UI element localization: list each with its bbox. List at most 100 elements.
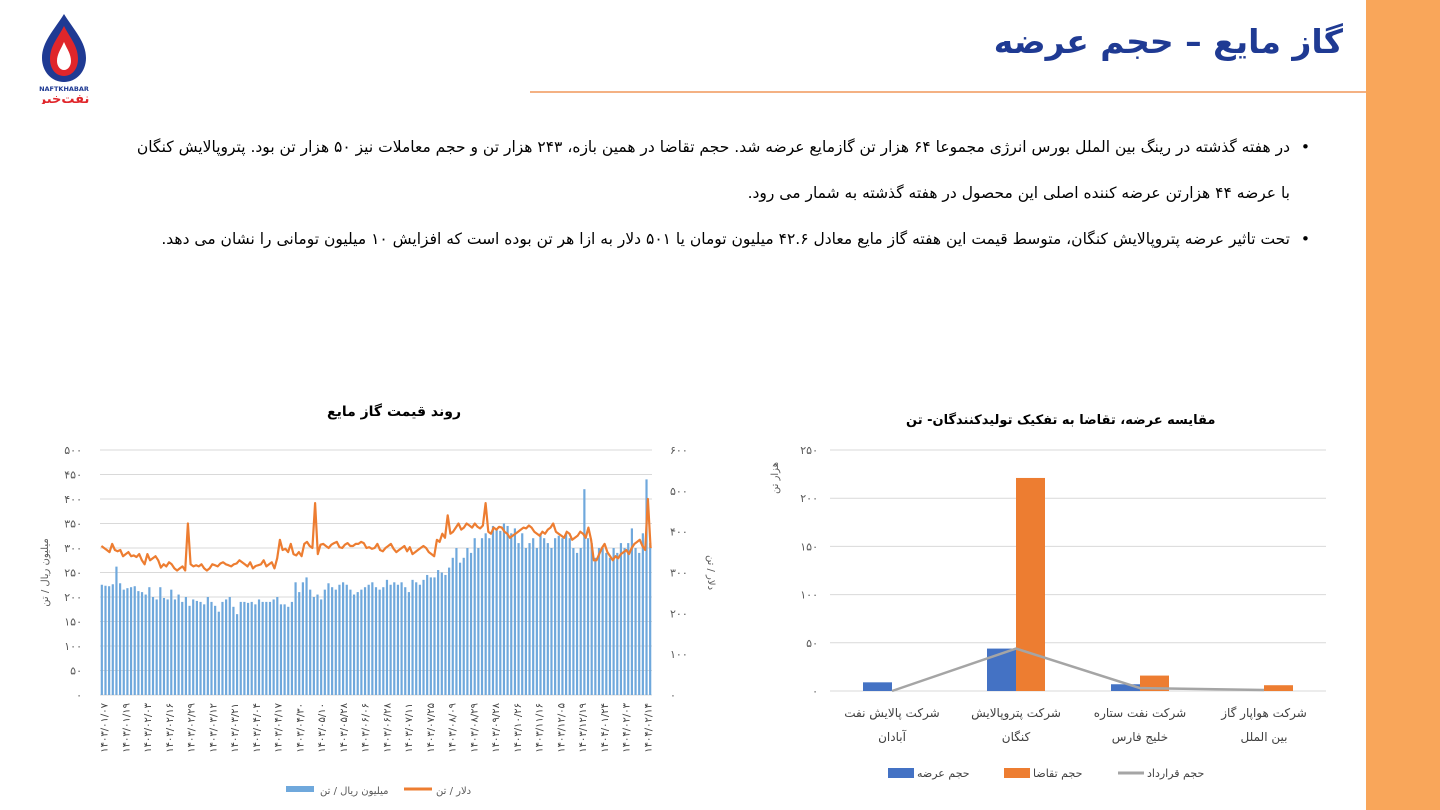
x-tick-label: ۱۴۰۴/۰۲/۰۳ <box>622 702 633 752</box>
price-bar <box>371 582 374 695</box>
page-title: گاز مایع – حجم عرضه <box>993 22 1343 61</box>
price-bar <box>462 557 465 695</box>
x-tick-label: ۱۴۰۳/۰۶/۲۸ <box>382 702 393 752</box>
x-tick-label: ۱۴۰۴/۰۲/۱۴ <box>644 703 655 753</box>
x-tick-label: ۱۴۰۳/۰۴/۰۴ <box>252 703 263 753</box>
y-tick-label: ۳۵۰ <box>64 518 82 531</box>
demand-bar <box>1264 685 1293 691</box>
price-bar <box>276 597 279 695</box>
price-bar <box>360 589 363 695</box>
x-tick-label: ۱۴۰۳/۰۴/۳۰ <box>295 703 306 753</box>
price-bar <box>510 533 513 695</box>
x-tick-label: ۱۴۰۳/۰۷/۱۱ <box>404 703 415 753</box>
price-chart-title: روند قیمت گاز مایع <box>327 404 462 420</box>
x-tick-label: ۱۴۰۳/۰۹/۲۸ <box>491 702 502 752</box>
price-bar <box>265 601 268 695</box>
legend-label-line: دلار / تن <box>436 786 471 797</box>
price-bar <box>309 589 312 695</box>
y-tick-label: ۱۵۰ <box>800 540 818 553</box>
price-bar <box>367 584 370 695</box>
price-bar <box>564 533 568 695</box>
price-bar <box>473 538 476 695</box>
price-bar <box>440 572 443 695</box>
price-bar <box>488 538 491 695</box>
price-bar <box>287 606 290 695</box>
price-bar <box>214 605 217 695</box>
x-tick-label: ۱۴۰۳/۰۶/۰۶ <box>361 703 372 753</box>
x-tick-label: ۱۴۰۳/۰۸/۲۹ <box>469 703 480 753</box>
price-bar <box>491 525 495 695</box>
price-bar <box>225 599 228 695</box>
price-bar <box>634 548 637 695</box>
x-tick-label: ۱۴۰۳/۰۵/۲۸ <box>339 702 350 752</box>
price-bar <box>342 582 345 695</box>
price-bar <box>148 587 151 695</box>
logo-latin-text: NAFTKHABAR <box>39 85 89 93</box>
supply-bar <box>1111 684 1140 691</box>
price-bar <box>521 533 524 695</box>
price-bar <box>502 523 506 695</box>
price-bar <box>546 543 549 695</box>
price-bar <box>166 599 169 695</box>
price-bar <box>378 589 381 695</box>
price-bar <box>217 611 220 695</box>
x-tick-label: ۱۴۰۳/۰۷/۲۵ <box>426 703 437 753</box>
x-tick-label: ۱۴۰۳/۰۱/۱۹ <box>121 703 132 753</box>
price-bar <box>575 552 579 695</box>
price-bar <box>352 594 356 695</box>
price-bar <box>583 489 586 695</box>
price-bar <box>246 602 250 695</box>
x-tick-label: ۱۴۰۳/۱۱/۱۶ <box>535 703 546 753</box>
category-label: کنگان <box>1002 730 1031 744</box>
price-bar <box>597 548 601 695</box>
price-bar <box>203 604 206 695</box>
price-bar <box>279 604 283 695</box>
price-bar <box>104 585 107 695</box>
category-label: شرکت پتروپالایش <box>971 706 1061 721</box>
price-bar <box>550 548 553 695</box>
x-tick-label: ۱۴۰۳/۰۴/۱۷ <box>274 702 285 752</box>
price-bar <box>331 587 334 695</box>
price-bar <box>268 601 272 695</box>
price-bar <box>305 577 308 695</box>
y2-tick-label: ۱۰۰ <box>670 648 688 661</box>
y-tick-label: ۴۰۰ <box>64 493 82 506</box>
price-bar <box>557 535 560 695</box>
price-bar <box>484 533 487 695</box>
price-bar <box>448 567 451 695</box>
price-bar <box>100 584 103 695</box>
y-tick-label: ۵۰ <box>70 665 82 678</box>
price-bar <box>455 548 458 695</box>
price-bar <box>638 552 641 695</box>
y-tick-label: ۰ <box>812 685 818 698</box>
price-bar <box>126 588 129 695</box>
price-bar <box>444 574 447 695</box>
price-bar <box>221 601 224 695</box>
y-tick-label: ۳۰۰ <box>64 542 82 555</box>
price-bar <box>170 589 173 695</box>
price-bar <box>411 579 414 695</box>
price-bar <box>433 577 436 695</box>
y-tick-label: ۵۰ <box>806 637 818 650</box>
supply-bar <box>987 648 1016 691</box>
y-tick-label: ۱۰۰ <box>800 589 818 602</box>
x-tick-label: ۱۴۰۳/۱۲/۱۹ <box>578 703 589 753</box>
price-bar <box>122 589 125 695</box>
price-bar <box>506 525 509 695</box>
price-bar <box>298 592 301 695</box>
price-bar <box>144 594 147 695</box>
price-bar <box>393 582 396 695</box>
supply-bar <box>863 682 892 691</box>
price-bar <box>623 548 626 695</box>
price-bar <box>173 599 177 695</box>
price-bar <box>590 543 593 695</box>
y2-axis-label: دلار / تن <box>705 555 716 590</box>
y-axis-label: هزار تن <box>770 462 781 494</box>
price-bar <box>407 592 410 695</box>
category-label: شرکت پالایش نفت <box>844 706 939 721</box>
price-bar <box>272 599 275 695</box>
price-bar <box>480 538 484 695</box>
y2-tick-label: ۶۰۰ <box>670 444 688 457</box>
demand-bar <box>1016 477 1045 691</box>
logo-persian-text: نفت‌خبر <box>38 92 90 104</box>
